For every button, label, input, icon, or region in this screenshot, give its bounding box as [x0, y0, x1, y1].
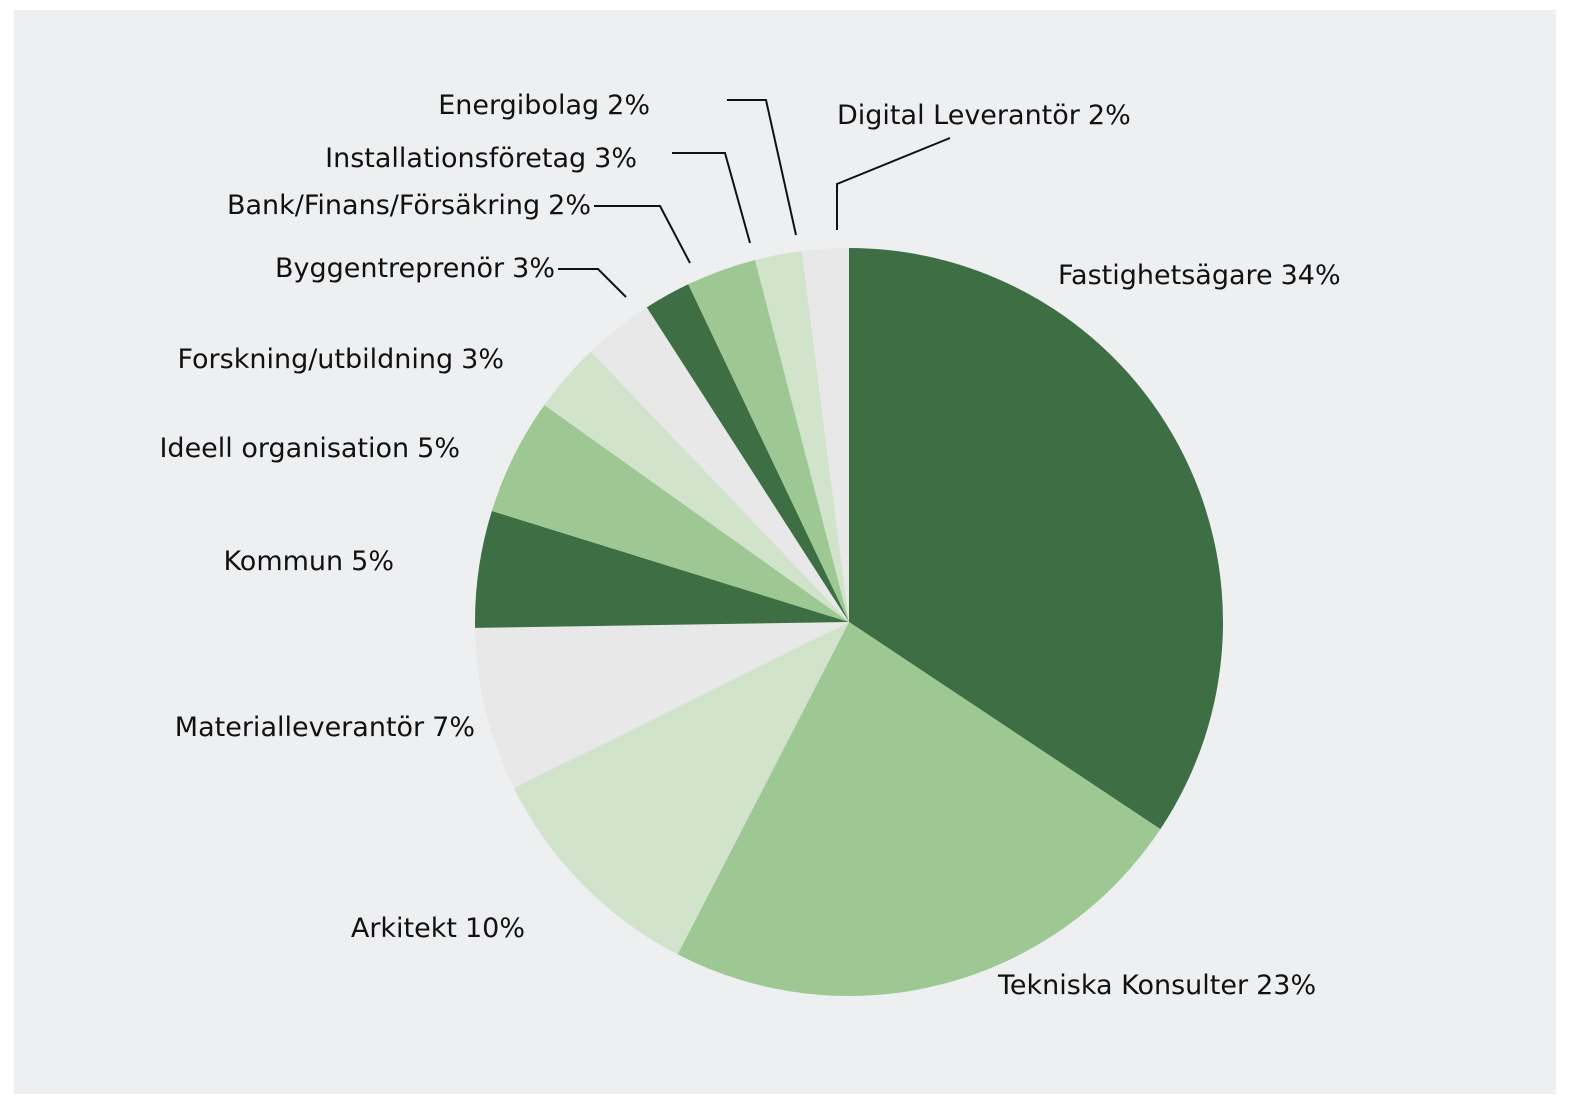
value-label: 5%	[417, 433, 460, 464]
pie-slice	[544, 351, 849, 622]
slice-label: Bank/Finans/Försäkring 2%	[227, 190, 591, 221]
category-label: Bank/Finans/Försäkring	[227, 190, 540, 221]
value-label: 23%	[1256, 970, 1316, 1001]
category-label: Kommun	[223, 546, 343, 577]
slice-label: Tekniska Konsulter 23%	[997, 970, 1316, 1001]
pie-slice	[475, 510, 849, 628]
category-label: Tekniska Konsulter	[997, 970, 1249, 1001]
leader-line	[727, 99, 797, 236]
slice-label: Ideell organisation 5%	[159, 433, 460, 464]
pie-slice	[801, 248, 849, 622]
pie-slice	[677, 622, 1161, 996]
leader-line	[558, 268, 627, 298]
category-label: Materialleverantör	[175, 712, 425, 743]
pie-slice	[590, 307, 849, 622]
slice-label: Installationsföretag 3%	[325, 143, 637, 174]
value-label: 34%	[1281, 260, 1341, 291]
value-label: 3%	[512, 253, 555, 284]
value-label: 7%	[432, 712, 475, 743]
value-label: 2%	[607, 90, 650, 121]
slice-label: Energibolag 2%	[438, 90, 650, 121]
category-label: Installationsföretag	[325, 143, 586, 174]
category-label: Ideell organisation	[159, 433, 409, 464]
leader-line	[836, 137, 951, 230]
value-label: 3%	[461, 344, 504, 375]
leader-line	[594, 205, 691, 264]
category-label: Energibolag	[438, 90, 599, 121]
value-label: 3%	[594, 143, 637, 174]
value-label: 2%	[1088, 100, 1131, 131]
value-label: 10%	[465, 913, 525, 944]
slice-label: Materialleverantör 7%	[175, 712, 475, 743]
slice-label: Arkitekt 10%	[351, 913, 525, 944]
category-label: Digital Leverantör	[837, 100, 1081, 131]
slice-label: Digital Leverantör 2%	[837, 100, 1131, 131]
pie-slice	[491, 405, 849, 622]
pie-slice	[755, 251, 849, 622]
leader-line	[672, 152, 751, 244]
pie-slice	[688, 259, 849, 622]
category-label: Arkitekt	[351, 913, 457, 944]
slice-label: Fastighetsägare 34%	[1058, 260, 1341, 291]
slice-label: Kommun 5%	[223, 546, 394, 577]
pie-slice	[849, 248, 1223, 830]
slice-label: Forskning/utbildning 3%	[177, 344, 504, 375]
pie-slice	[475, 622, 849, 789]
category-label: Fastighetsägare	[1058, 260, 1273, 291]
pie-slice	[646, 284, 849, 622]
pie-slice	[513, 622, 849, 955]
slice-label: Byggentreprenör 3%	[275, 253, 555, 284]
category-label: Byggentreprenör	[275, 253, 505, 284]
value-label: 5%	[351, 546, 394, 577]
category-label: Forskning/utbildning	[177, 344, 453, 375]
value-label: 2%	[548, 190, 591, 221]
